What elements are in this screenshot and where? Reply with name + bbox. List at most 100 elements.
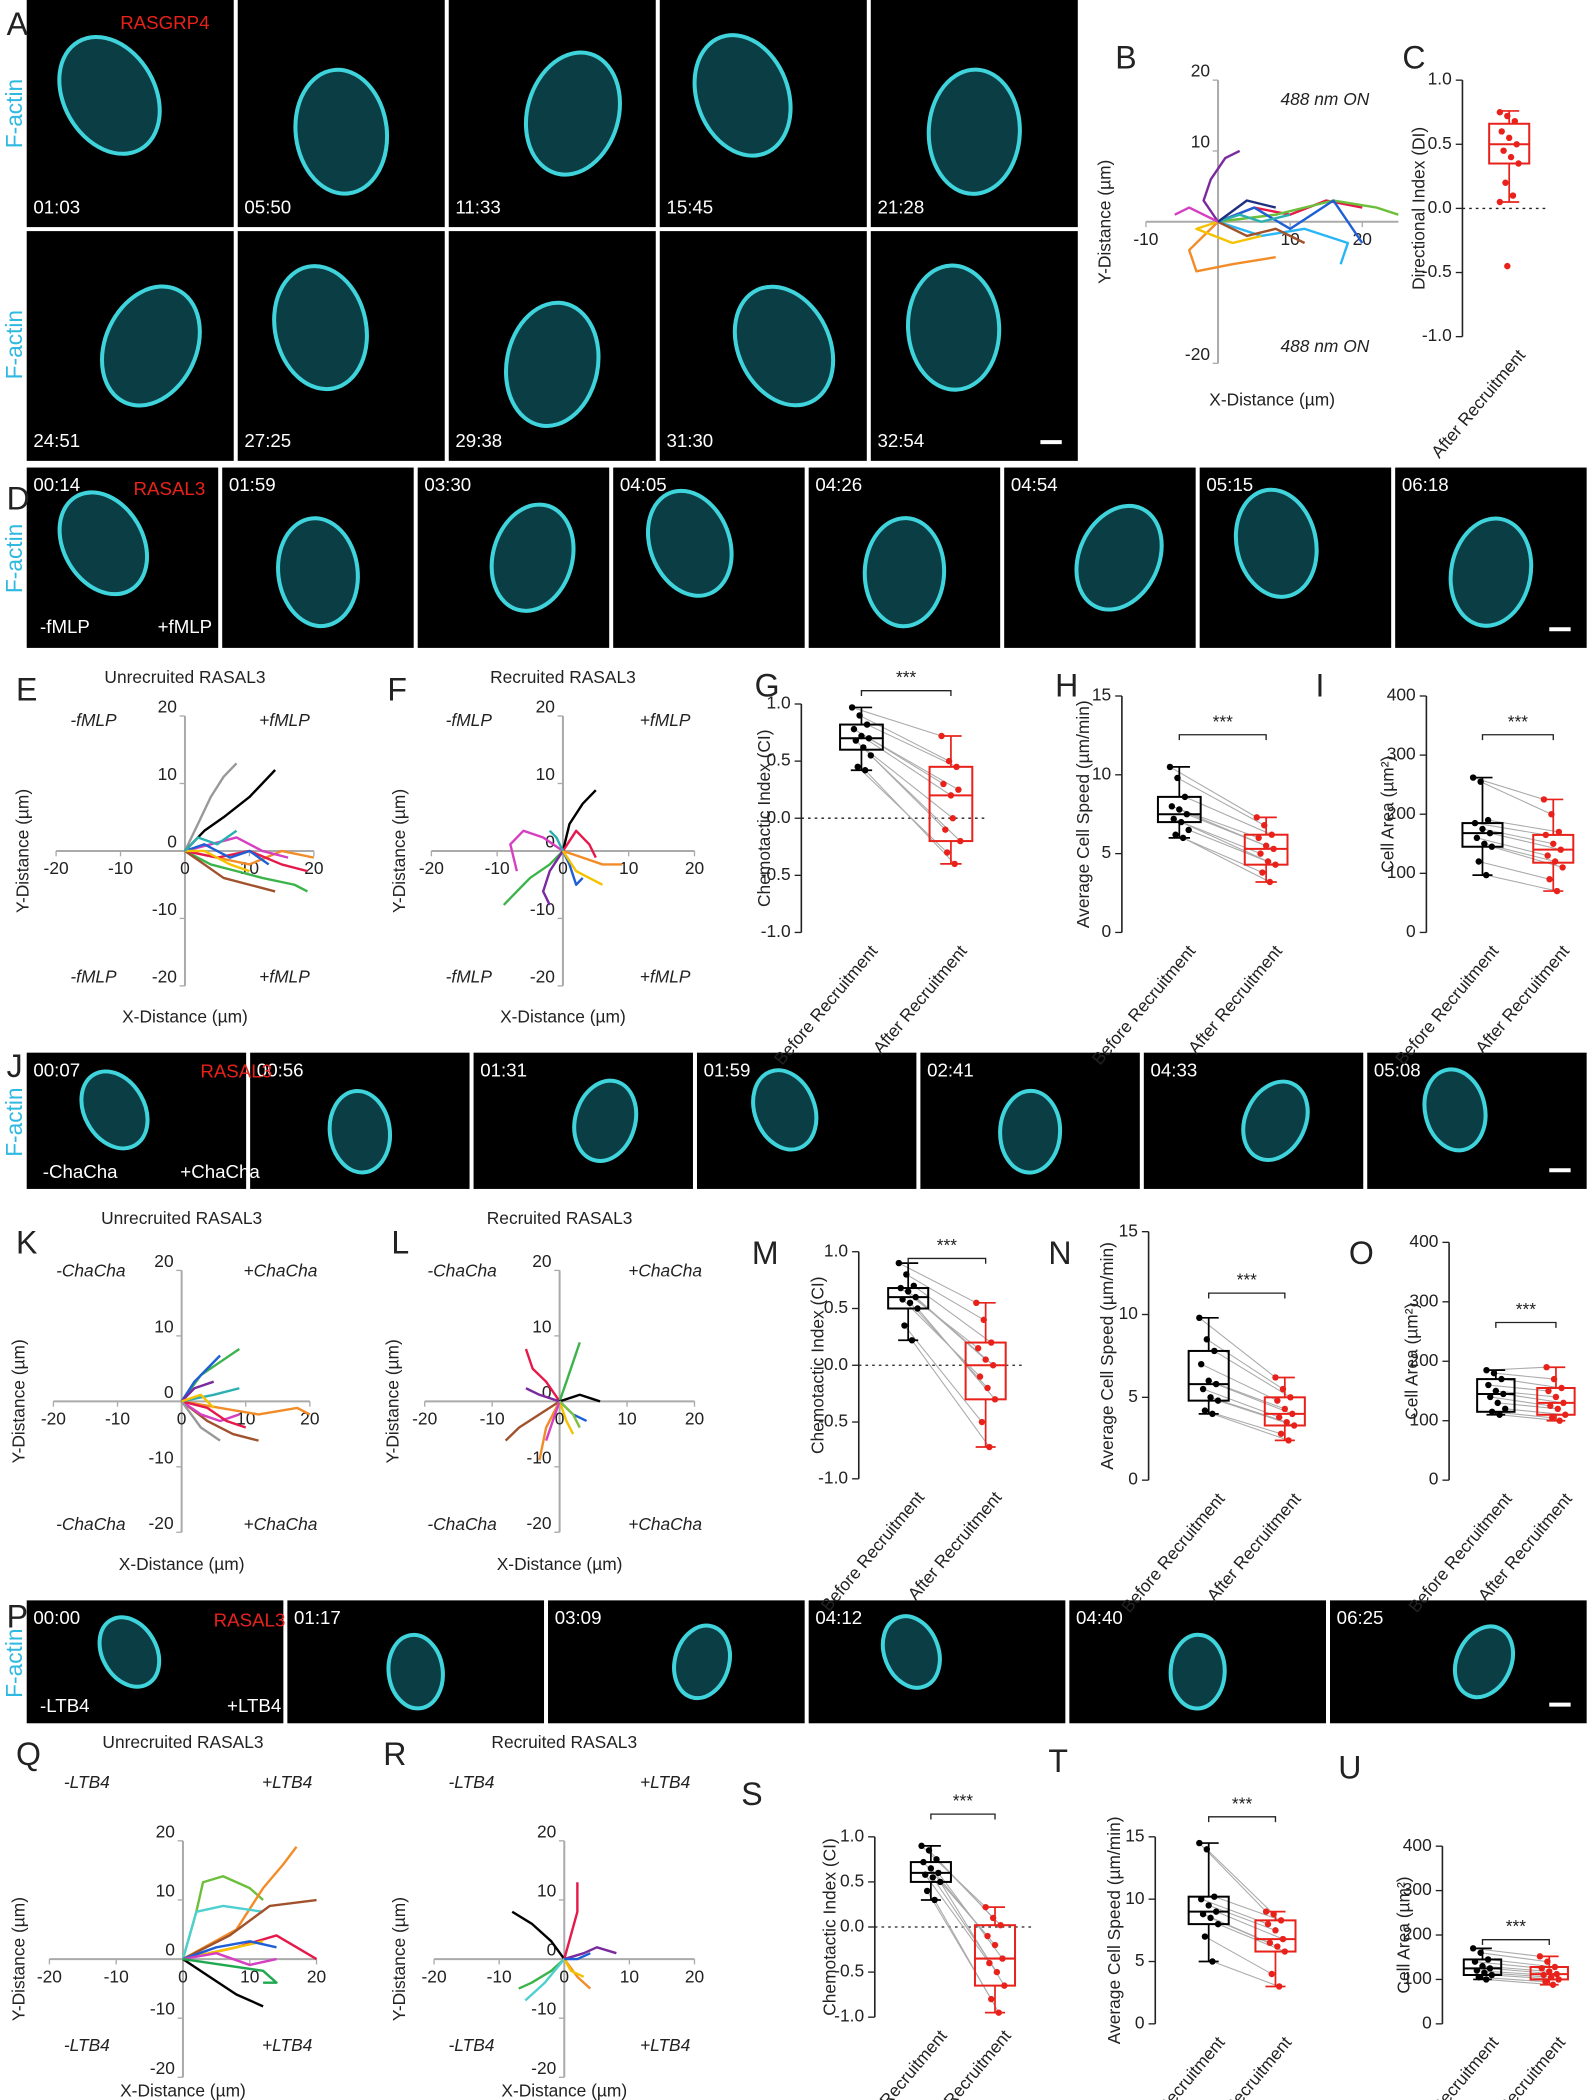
cell <box>272 264 369 392</box>
annotation: -fMLP <box>70 966 117 986</box>
cell <box>100 284 202 408</box>
pair-line <box>861 735 952 796</box>
significance-label: *** <box>1506 1916 1527 1936</box>
y-tick-label: 400 <box>1409 1231 1438 1251</box>
data-point <box>1483 1976 1490 1983</box>
significance-label: *** <box>1516 1299 1537 1319</box>
y-tick-label: 400 <box>1403 1835 1432 1855</box>
data-point <box>1559 864 1566 871</box>
data-point <box>854 763 861 771</box>
probe-label: RASAL3 <box>200 1061 272 1082</box>
data-point <box>1479 1962 1486 1970</box>
track <box>558 1342 581 1402</box>
timestamp: 29:38 <box>455 430 502 451</box>
category-label: After Recruitment <box>1184 941 1286 1057</box>
track <box>181 1400 247 1429</box>
category-label: Before Recruitment <box>1088 941 1200 1069</box>
x-tick-label: -10 <box>1133 229 1158 249</box>
data-point <box>1485 1381 1492 1389</box>
box <box>887 1287 930 1310</box>
annotation: +LTB4 <box>262 2035 312 2055</box>
data-point <box>1550 840 1557 847</box>
y-tick-label: 400 <box>1387 685 1416 705</box>
box <box>928 765 974 843</box>
data-point <box>852 737 860 744</box>
y-tick-label: 20 <box>154 1251 173 1271</box>
data-point <box>856 712 863 719</box>
data-point <box>923 1887 931 1895</box>
data-point <box>1490 1369 1498 1377</box>
data-point <box>899 1296 906 1303</box>
x-axis-label: X-Distance (µm) <box>122 1007 248 1027</box>
data-point <box>989 1914 997 1922</box>
pair-line <box>1493 1372 1555 1380</box>
timestamp: 04:54 <box>1011 474 1058 495</box>
data-point <box>1281 1405 1289 1413</box>
data-point <box>1473 1967 1481 1974</box>
pair-line <box>1490 1396 1551 1407</box>
y-tick-label: -20 <box>150 2058 175 2078</box>
annotation: -fMLP <box>70 710 117 730</box>
cell <box>751 1068 819 1152</box>
pair-line <box>902 1299 981 1378</box>
annotation: +fMLP <box>640 966 691 986</box>
timestamp: 00:14 <box>33 474 80 495</box>
data-point <box>1199 1910 1207 1918</box>
data-point <box>1543 1363 1550 1371</box>
data-point <box>903 1271 910 1278</box>
y-tick-label: -20 <box>152 966 177 986</box>
y-tick-label: 10 <box>156 1881 175 1901</box>
track <box>183 762 238 852</box>
data-point <box>1477 778 1484 785</box>
y-axis-label: Chemotactic Index (CI) <box>754 729 774 907</box>
data-point <box>1558 1384 1565 1392</box>
data-point <box>984 1932 991 1940</box>
annotation: +fMLP <box>259 966 310 986</box>
data-point <box>1262 1908 1270 1915</box>
data-point <box>1557 846 1564 853</box>
y-tick-label: -10 <box>152 899 177 919</box>
data-point <box>1484 1956 1492 1963</box>
timestamp: 27:25 <box>244 430 291 451</box>
data-point <box>988 1339 995 1346</box>
channel-label: F-actin <box>1 1087 27 1156</box>
data-point <box>1469 1945 1477 1952</box>
gradient-label: +LTB4 <box>227 1695 281 1716</box>
panel-label: K <box>16 1225 38 1261</box>
track <box>1217 220 1350 265</box>
track <box>184 836 289 859</box>
data-point <box>1504 262 1511 270</box>
timestamp: 04:26 <box>815 474 862 495</box>
pair-line <box>1188 829 1276 866</box>
data-point <box>895 1259 903 1267</box>
timestamp: 01:59 <box>229 474 276 495</box>
data-point <box>918 1842 925 1850</box>
data-point <box>906 1299 914 1307</box>
pair-line <box>1491 846 1563 868</box>
x-tick-label: -20 <box>41 1409 66 1429</box>
track <box>180 1380 215 1403</box>
cell <box>293 67 390 196</box>
data-point <box>1274 1943 1281 1950</box>
annotation: +ChaCha <box>628 1514 702 1534</box>
timestamp: 05:50 <box>244 196 291 217</box>
x-tick-label: -20 <box>422 1966 447 1986</box>
track <box>182 1898 317 1961</box>
y-tick-label: 0 <box>1429 1469 1439 1489</box>
y-tick-label: 5 <box>1102 842 1112 862</box>
cell <box>672 1623 732 1701</box>
data-point <box>1560 1399 1567 1407</box>
x-tick-label: 0 <box>177 1409 187 1429</box>
y-tick-label: 0 <box>547 1940 557 1960</box>
data-point <box>1212 1908 1220 1915</box>
data-point <box>1196 1314 1203 1322</box>
x-tick-label: -10 <box>104 1966 129 1986</box>
data-point <box>1207 1394 1214 1401</box>
y-tick-label: 0 <box>1128 1469 1138 1489</box>
category-label: Before Recruitment <box>1117 2032 1229 2100</box>
data-point <box>953 763 960 771</box>
gradient-label: -ChaCha <box>43 1161 118 1182</box>
y-axis-label: Chemotactic Index (CI) <box>807 1276 827 1454</box>
data-point <box>1290 1422 1298 1429</box>
pair-line <box>913 1285 992 1343</box>
